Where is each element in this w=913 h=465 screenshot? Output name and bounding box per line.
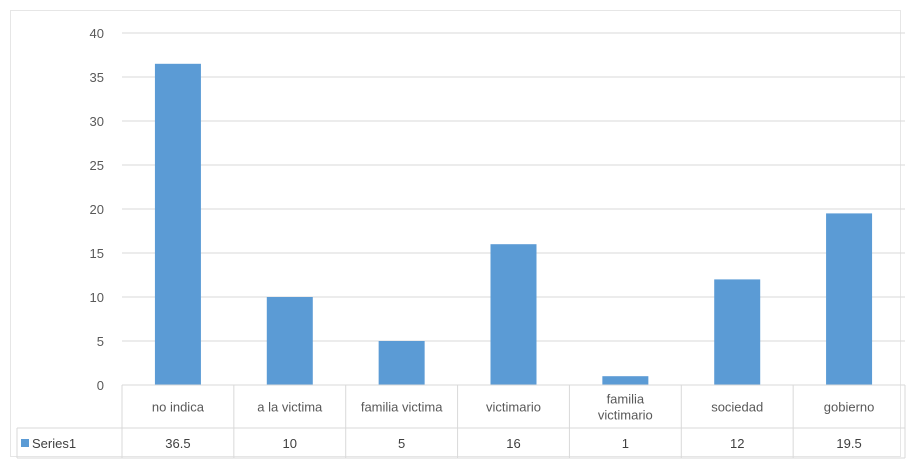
y-tick-label: 35 xyxy=(90,70,104,85)
x-tick-label: victimario xyxy=(486,400,541,415)
y-tick-label: 5 xyxy=(97,334,104,349)
legend-series-name: Series1 xyxy=(32,436,76,451)
y-tick-label: 40 xyxy=(90,26,104,41)
bar xyxy=(266,297,313,385)
data-label: 16 xyxy=(506,436,520,451)
data-label: 5 xyxy=(398,436,405,451)
y-tick-label: 10 xyxy=(90,290,104,305)
data-label: 36.5 xyxy=(165,436,190,451)
bar xyxy=(378,341,425,385)
bar xyxy=(826,213,873,385)
data-label: 12 xyxy=(730,436,744,451)
bar xyxy=(154,63,201,386)
data-label: 10 xyxy=(283,436,297,451)
legend-swatch xyxy=(21,439,29,447)
y-tick-label: 15 xyxy=(90,246,104,261)
bar xyxy=(490,244,537,385)
x-tick-label: no indica xyxy=(152,400,205,415)
bar xyxy=(602,376,649,385)
y-tick-label: 0 xyxy=(97,378,104,393)
x-tick-label: familia victima xyxy=(361,400,443,415)
data-label: 19.5 xyxy=(836,436,861,451)
y-tick-label: 20 xyxy=(90,202,104,217)
x-tick-label: victimario xyxy=(598,408,653,423)
x-tick-label: a la victima xyxy=(257,400,323,415)
bar xyxy=(714,279,761,385)
x-tick-label: sociedad xyxy=(711,400,763,415)
x-tick-label: gobierno xyxy=(824,400,875,415)
chart-frame xyxy=(10,10,901,457)
x-tick-label: familia xyxy=(607,392,645,407)
data-label: 1 xyxy=(622,436,629,451)
y-tick-label: 30 xyxy=(90,114,104,129)
y-tick-label: 25 xyxy=(90,158,104,173)
